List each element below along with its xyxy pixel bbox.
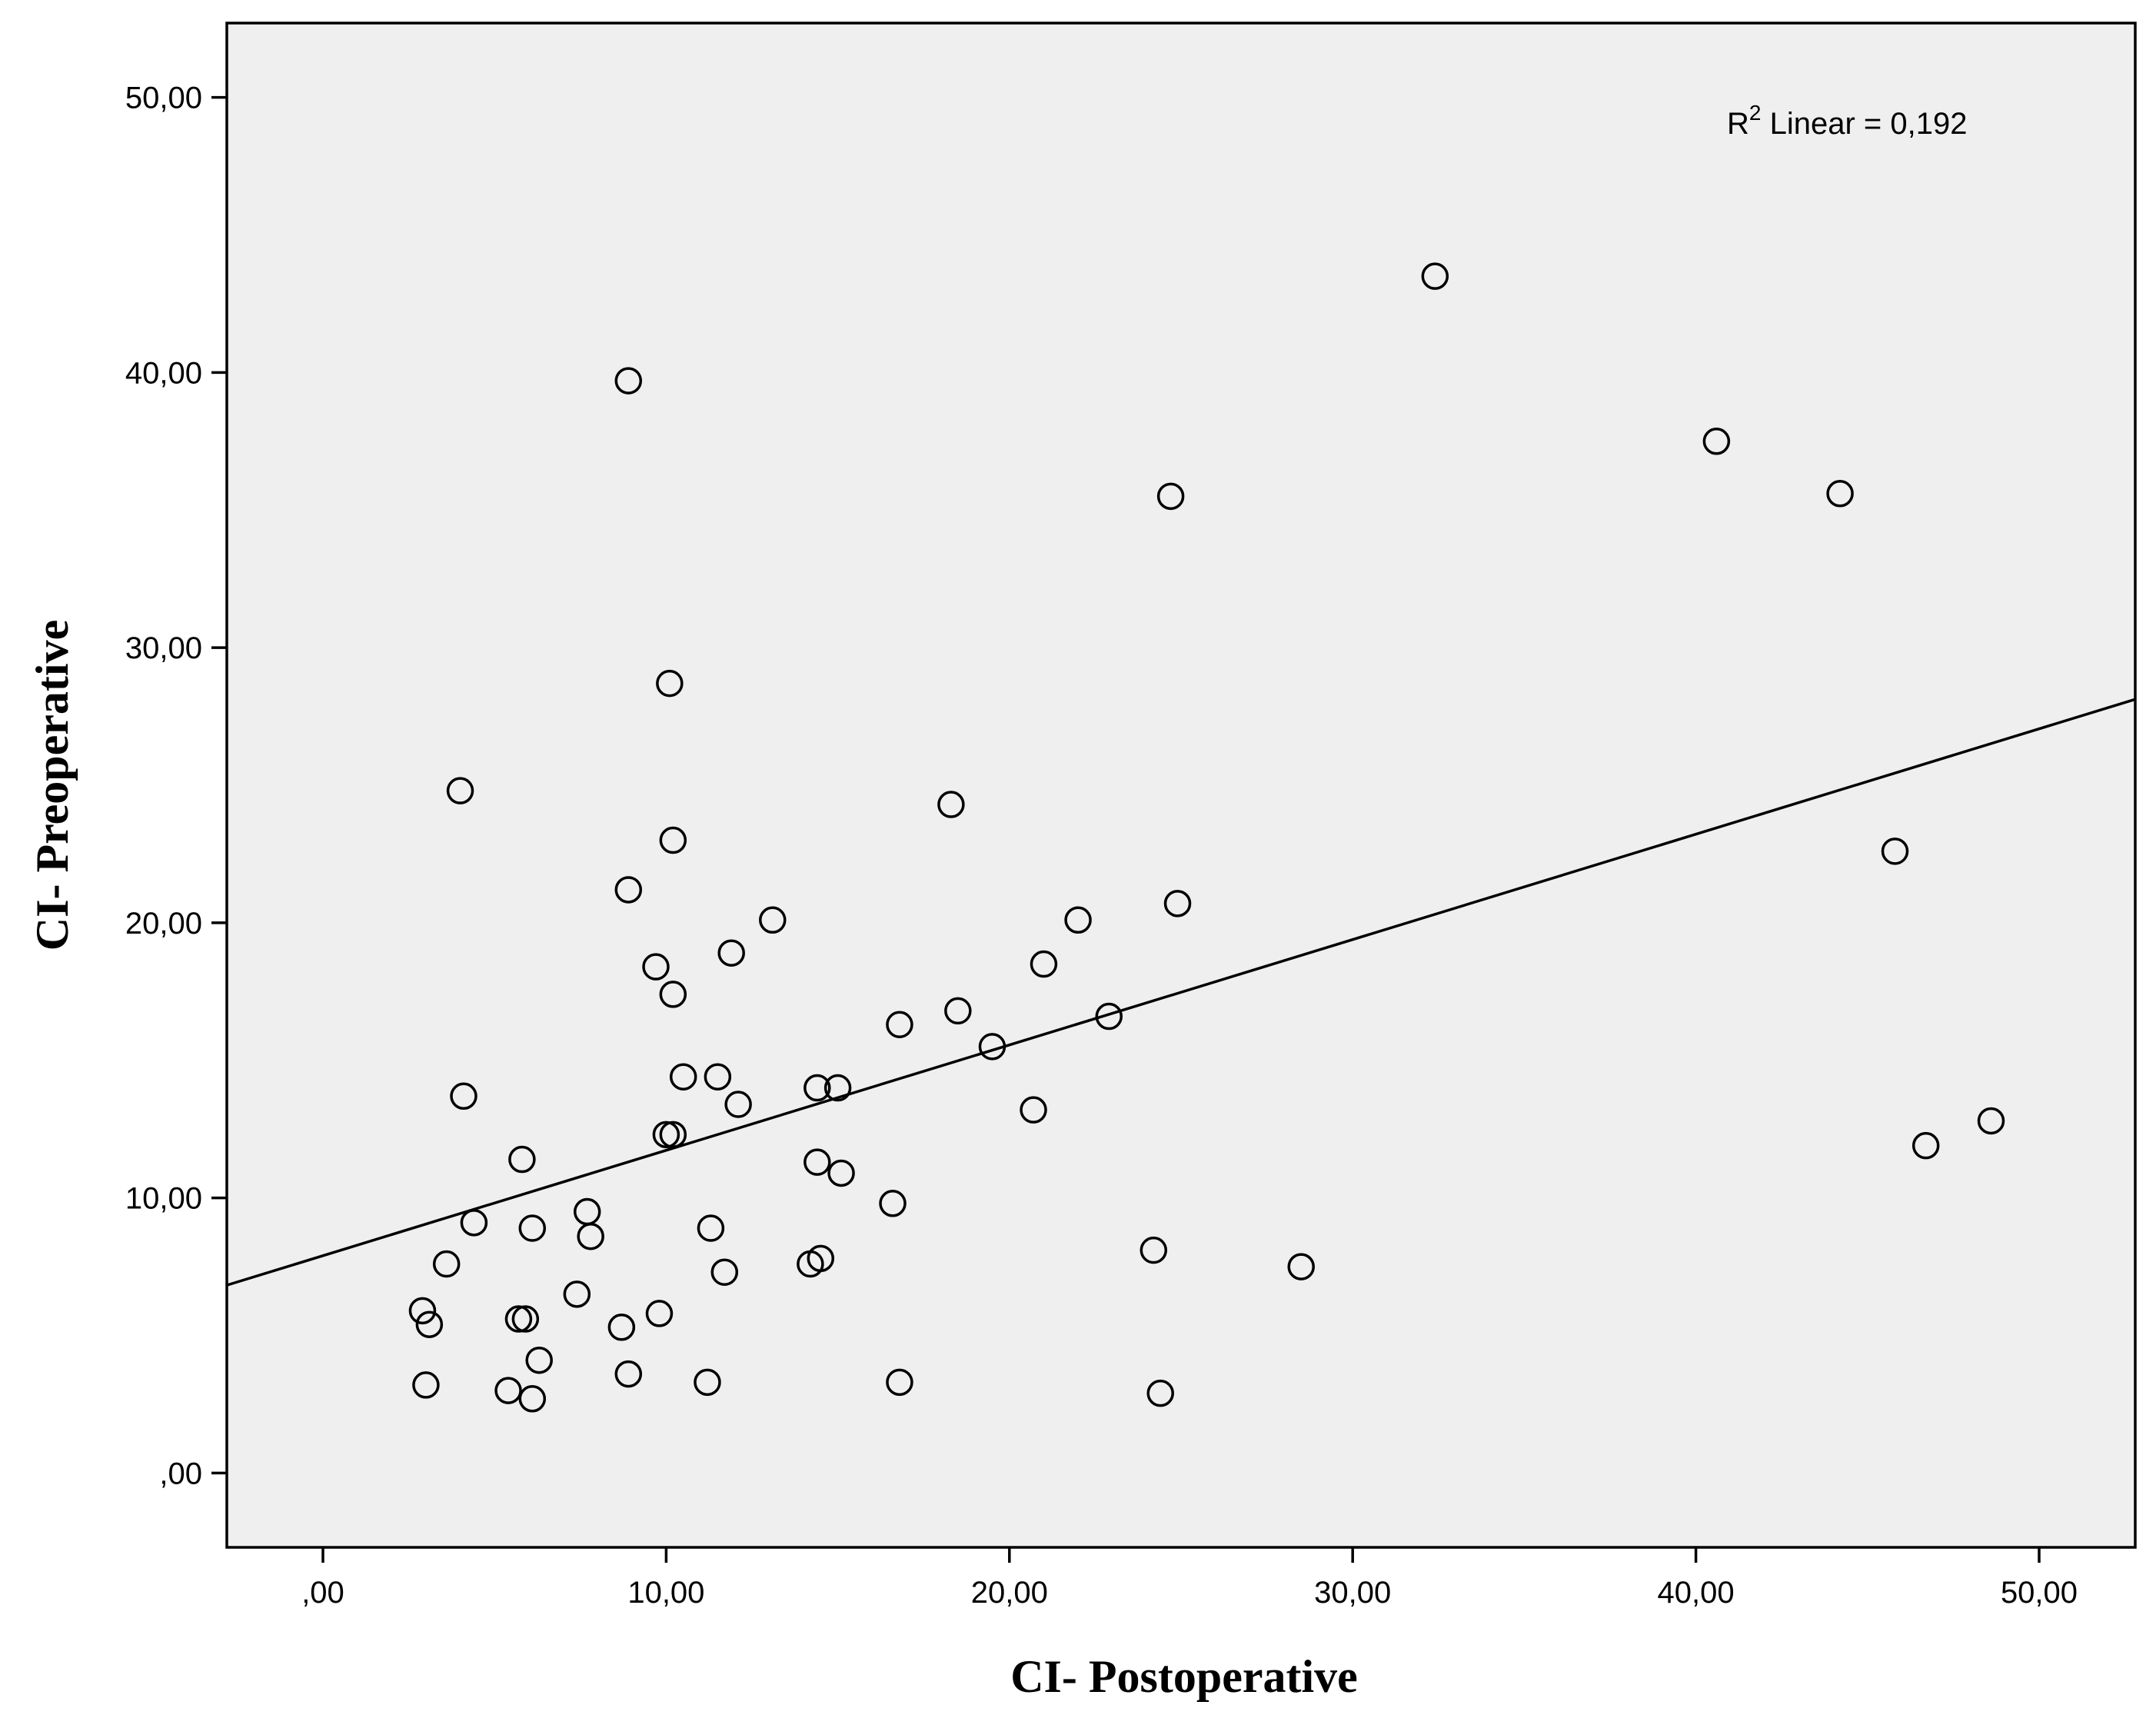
scatter-point xyxy=(645,1300,674,1327)
scatter-point xyxy=(614,1360,643,1388)
scatter-point xyxy=(937,791,965,818)
x-tick-label: 10,00 xyxy=(627,1576,704,1610)
scatter-point xyxy=(460,1209,488,1237)
scatter-point xyxy=(1146,1379,1174,1407)
axis-tick-labels: ,00 10,00 20,00 30,00 40,00 50,00 ,00 10,00 20,0… xyxy=(125,82,2078,1610)
scatter-point xyxy=(1881,838,1909,865)
scatter-point xyxy=(1287,1253,1315,1280)
scatter-point xyxy=(886,1011,913,1039)
scatter-point xyxy=(1064,906,1092,934)
scatter-point xyxy=(614,367,643,395)
scatter-point xyxy=(614,876,643,904)
r-squared-base: R xyxy=(1727,107,1749,141)
scatter-point xyxy=(1030,950,1058,978)
scatter-points xyxy=(408,262,2005,1413)
scatter-point xyxy=(717,939,745,967)
x-tick-label: 50,00 xyxy=(2001,1576,2078,1610)
x-axis-title: CI- Postoperative xyxy=(1010,1651,1358,1702)
scatter-point xyxy=(656,669,684,698)
scatter-point xyxy=(823,1074,852,1102)
y-tick-label: 40,00 xyxy=(125,356,202,390)
scatter-point xyxy=(518,1385,547,1413)
scatter-point xyxy=(1826,480,1854,508)
y-tick-label: 50,00 xyxy=(125,82,202,115)
scatter-point xyxy=(1702,428,1731,455)
y-tick-label: 30,00 xyxy=(125,631,202,665)
scatter-point xyxy=(508,1145,536,1174)
linear-fit-line xyxy=(226,698,2136,1287)
scatter-point xyxy=(446,777,474,804)
r-squared-annotation: R2 Linear = 0,192 xyxy=(1727,101,1967,141)
scatter-point xyxy=(886,1368,913,1397)
scatter-point xyxy=(652,1121,680,1149)
scatter-point xyxy=(1163,890,1192,917)
x-tick-label: 20,00 xyxy=(971,1576,1048,1610)
scatter-point xyxy=(1156,482,1185,511)
axis-ticks xyxy=(211,95,2041,1563)
scatter-point xyxy=(563,1280,591,1308)
scatter-point xyxy=(1095,1002,1123,1031)
scatter-point xyxy=(432,1250,461,1278)
scatter-point xyxy=(1020,1096,1047,1124)
scatter-point xyxy=(525,1346,553,1374)
scatter-point xyxy=(1140,1236,1168,1264)
scatter-point xyxy=(659,1121,687,1149)
y-tick-label: 10,00 xyxy=(125,1182,202,1216)
scatter-point xyxy=(494,1377,522,1404)
scatter-point xyxy=(694,1368,721,1397)
scatter-point xyxy=(504,1305,533,1333)
y-tick-label: ,00 xyxy=(159,1457,202,1490)
x-tick-label: 30,00 xyxy=(1314,1576,1391,1610)
scatter-point xyxy=(659,981,687,1008)
scatter-point xyxy=(710,1258,739,1286)
plot-area xyxy=(225,22,2137,1549)
y-axis-title: CI- Preoperative xyxy=(27,620,78,951)
scatter-point xyxy=(879,1190,907,1217)
scatter-point xyxy=(804,1148,831,1176)
scatter-point xyxy=(1911,1131,1940,1160)
scatter-point xyxy=(511,1305,540,1333)
scatter-point xyxy=(1977,1107,2005,1135)
scatter-point xyxy=(642,953,670,981)
y-tick-label: 20,00 xyxy=(125,907,202,941)
scatter-point xyxy=(412,1371,440,1399)
scatter-point xyxy=(944,997,972,1025)
scatter-point xyxy=(978,1033,1006,1061)
scatter-point xyxy=(450,1082,477,1111)
scatter-point xyxy=(577,1222,604,1250)
r-squared-value: Linear = 0,192 xyxy=(1761,107,1967,141)
scatter-point xyxy=(415,1310,444,1338)
scatter-point xyxy=(669,1063,697,1091)
scatter-point xyxy=(607,1314,636,1341)
scatter-point xyxy=(759,906,787,934)
scatter-point xyxy=(724,1091,752,1118)
scatter-point xyxy=(518,1214,547,1242)
scatter-point xyxy=(659,826,687,854)
scatter-point xyxy=(408,1297,437,1325)
scatter-point xyxy=(697,1214,725,1242)
scatter-point xyxy=(704,1063,732,1091)
x-tick-label: ,00 xyxy=(301,1576,344,1610)
scatter-point xyxy=(804,1074,831,1102)
scatter-point xyxy=(797,1250,824,1278)
x-tick-label: 40,00 xyxy=(1658,1576,1735,1610)
r-squared-superscript: 2 xyxy=(1749,101,1762,125)
scatter-point xyxy=(1421,262,1449,290)
scatter-point xyxy=(827,1159,855,1187)
